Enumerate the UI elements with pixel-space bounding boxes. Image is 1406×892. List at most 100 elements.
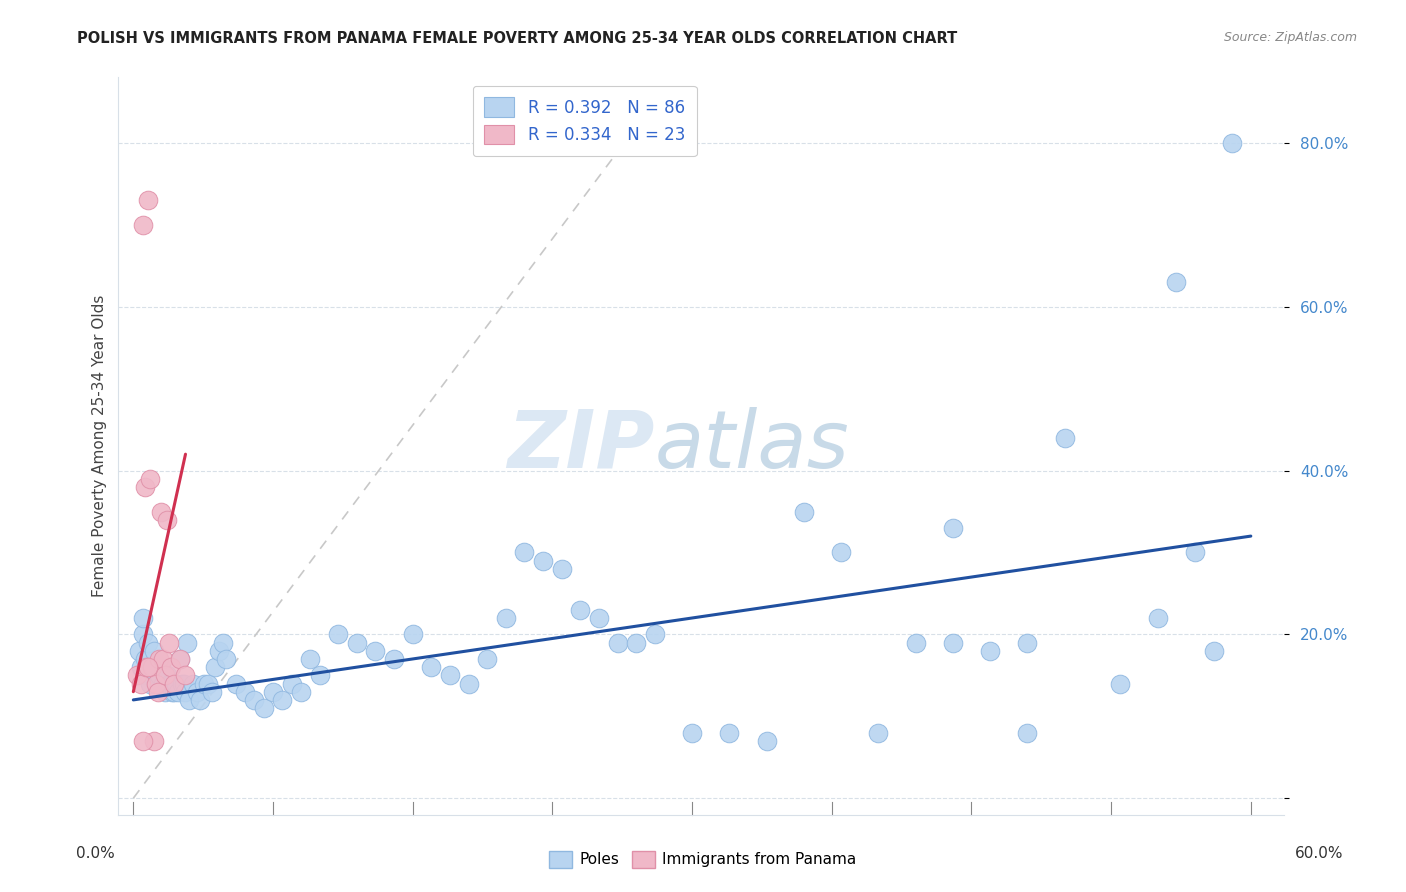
Point [624, 635, 647, 649]
Text: Source: ZipAtlas.com: Source: ZipAtlas.com [1223, 31, 1357, 45]
Point [477, 652, 499, 666]
Point [531, 554, 554, 568]
Point [150, 660, 173, 674]
Point [135, 668, 157, 682]
Point [1166, 275, 1188, 289]
Point [136, 635, 159, 649]
Point [150, 504, 173, 518]
Point [457, 676, 479, 690]
Point [868, 725, 890, 739]
Point [364, 644, 387, 658]
Point [200, 684, 222, 698]
Point [173, 676, 195, 690]
Point [141, 660, 163, 674]
Point [128, 644, 150, 658]
Point [145, 676, 167, 690]
Point [718, 725, 741, 739]
Point [136, 660, 159, 674]
Point [163, 684, 186, 698]
Point [942, 521, 965, 535]
Legend: R = 0.392   N = 86, R = 0.334   N = 23: R = 0.392 N = 86, R = 0.334 N = 23 [472, 86, 697, 156]
Point [148, 652, 170, 666]
Point [156, 513, 179, 527]
Text: 60.0%: 60.0% [1295, 847, 1343, 861]
Point [211, 635, 233, 649]
Point [979, 644, 1001, 658]
Point [157, 635, 180, 649]
Point [755, 734, 778, 748]
Point [174, 684, 197, 698]
Point [204, 660, 226, 674]
Point [1184, 545, 1206, 559]
Point [243, 693, 266, 707]
Point [174, 668, 197, 682]
Point [644, 627, 666, 641]
Point [402, 627, 425, 641]
Point [495, 611, 517, 625]
Point [148, 668, 170, 682]
Point [290, 684, 312, 698]
Point [131, 218, 153, 232]
Point [139, 472, 162, 486]
Text: ZIP: ZIP [508, 407, 655, 485]
Point [197, 676, 219, 690]
Point [146, 684, 169, 698]
Point [141, 660, 163, 674]
Point [308, 668, 330, 682]
Y-axis label: Female Poverty Among 25-34 Year Olds: Female Poverty Among 25-34 Year Olds [93, 295, 107, 597]
Point [420, 660, 443, 674]
Point [942, 635, 965, 649]
Point [129, 676, 152, 690]
Point [588, 611, 610, 625]
Point [145, 668, 167, 682]
Point [152, 676, 174, 690]
Point [157, 676, 180, 690]
Point [439, 668, 461, 682]
Point [169, 652, 191, 666]
Point [139, 676, 162, 690]
Point [233, 684, 256, 698]
Point [134, 480, 156, 494]
Point [162, 684, 184, 698]
Point [1220, 136, 1243, 150]
Point [1053, 431, 1076, 445]
Point [328, 627, 350, 641]
Point [181, 676, 204, 690]
Point [153, 684, 176, 698]
Point [830, 545, 852, 559]
Point [165, 676, 187, 690]
Point [159, 660, 181, 674]
Point [190, 693, 212, 707]
Point [606, 635, 628, 649]
Point [179, 693, 201, 707]
Point [271, 693, 294, 707]
Point [156, 668, 179, 682]
Point [134, 652, 156, 666]
Point [225, 676, 247, 690]
Point [153, 668, 176, 682]
Point [569, 603, 592, 617]
Point [142, 734, 165, 748]
Point [152, 652, 174, 666]
Point [215, 652, 238, 666]
Point [159, 676, 181, 690]
Point [131, 734, 153, 748]
Point [135, 660, 157, 674]
Point [299, 652, 322, 666]
Point [1202, 644, 1225, 658]
Point [1017, 635, 1039, 649]
Point [253, 701, 276, 715]
Text: atlas: atlas [655, 407, 849, 485]
Point [346, 635, 368, 649]
Point [136, 194, 159, 208]
Point [142, 644, 165, 658]
Point [146, 676, 169, 690]
Text: 0.0%: 0.0% [76, 847, 115, 861]
Text: POLISH VS IMMIGRANTS FROM PANAMA FEMALE POVERTY AMONG 25-34 YEAR OLDS CORRELATIO: POLISH VS IMMIGRANTS FROM PANAMA FEMALE … [77, 31, 957, 46]
Point [169, 652, 191, 666]
Point [262, 684, 284, 698]
Point [681, 725, 703, 739]
Point [167, 684, 190, 698]
Point [1146, 611, 1168, 625]
Point [131, 611, 153, 625]
